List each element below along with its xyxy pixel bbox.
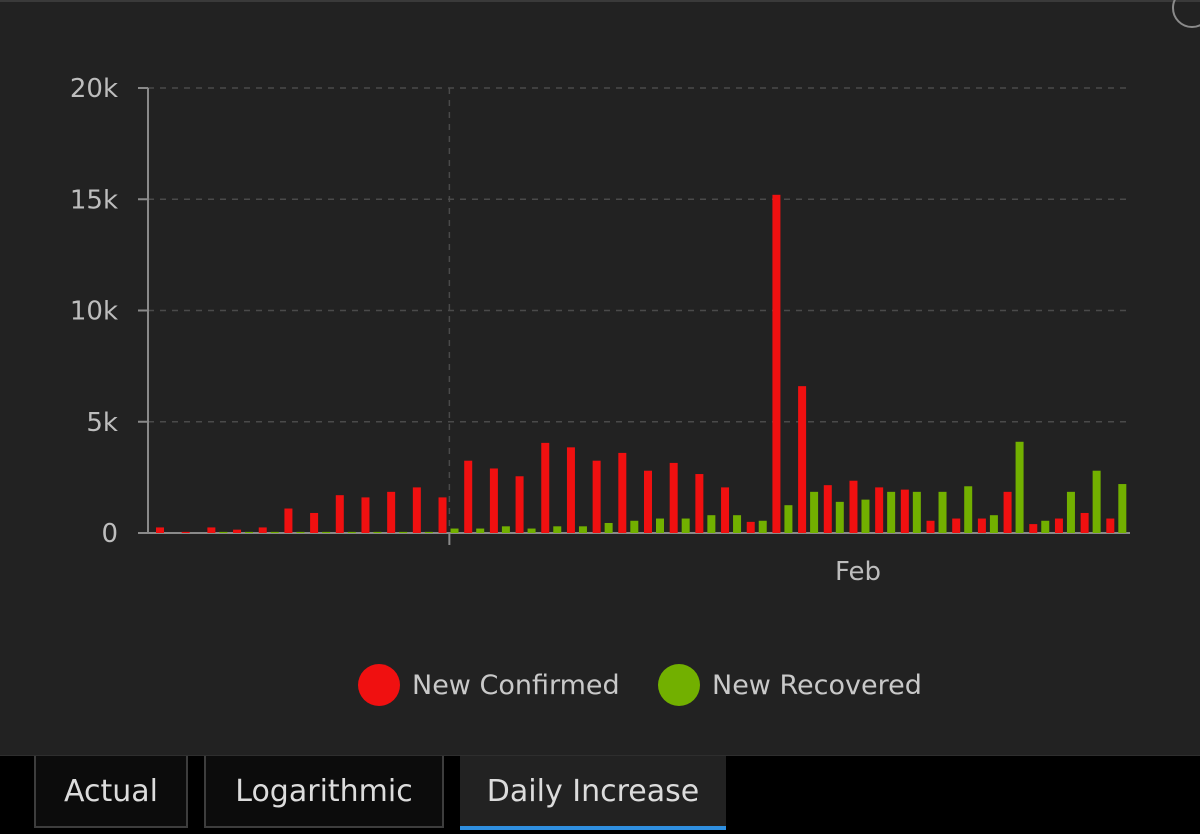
bar-new-recovered [424, 531, 433, 533]
legend-item-new-recovered[interactable]: New Recovered [658, 660, 922, 710]
y-tick-label: 5k [86, 408, 118, 438]
tick-labels: 0 5k 10k 15k 20k Feb [70, 74, 881, 587]
bar-new-confirmed [772, 194, 781, 534]
bar-new-confirmed [721, 487, 730, 533]
bar-new-confirmed [566, 447, 575, 533]
bar-new-confirmed [926, 520, 935, 533]
bar-new-confirmed [361, 497, 370, 533]
bars [156, 194, 1127, 534]
bar-new-recovered [1092, 470, 1101, 533]
bar-new-recovered [219, 531, 228, 533]
bar-new-confirmed [284, 508, 293, 533]
bar-new-recovered [604, 522, 613, 533]
bar-new-recovered [707, 515, 716, 533]
legend-label-new-confirmed: New Confirmed [412, 669, 620, 701]
grid [148, 87, 1130, 533]
bar-new-recovered [810, 491, 819, 533]
bar-new-confirmed [387, 491, 396, 533]
bar-new-recovered [964, 486, 973, 533]
bar-new-recovered [270, 531, 279, 533]
bar-new-confirmed [1106, 518, 1115, 533]
bar-new-recovered [989, 515, 998, 533]
bar-new-confirmed [489, 468, 498, 533]
bar-new-confirmed [618, 452, 627, 533]
bar-new-recovered [912, 491, 921, 533]
expand-icon[interactable] [1172, 0, 1200, 28]
bar-new-recovered [758, 520, 767, 533]
bar-new-confirmed [1080, 512, 1089, 533]
bar-new-confirmed [438, 497, 447, 533]
tab-daily-increase[interactable]: Daily Increase [460, 756, 726, 830]
bar-new-confirmed [644, 470, 652, 533]
bar-new-recovered [681, 518, 690, 533]
bar-new-confirmed [181, 531, 190, 533]
tab-bar: Actual Logarithmic Daily Increase [0, 756, 1200, 834]
bar-new-confirmed [798, 386, 807, 533]
y-tick-label: 10k [70, 297, 118, 327]
bar-new-recovered [630, 520, 639, 533]
bar-new-recovered [835, 501, 844, 533]
new-recovered-swatch [658, 664, 700, 706]
y-tick-label: 0 [101, 519, 118, 549]
bar-new-confirmed [515, 476, 524, 533]
tab-logarithmic[interactable]: Logarithmic [204, 756, 444, 828]
bar-new-recovered [501, 526, 510, 533]
bar-new-recovered [784, 505, 793, 533]
bar-new-confirmed [952, 518, 961, 533]
bar-new-recovered [527, 528, 536, 533]
bar-new-confirmed [412, 487, 421, 533]
y-tick-label: 15k [70, 185, 118, 215]
bar-new-confirmed [977, 518, 986, 533]
bar-new-recovered [450, 528, 459, 533]
bar-new-recovered [1041, 520, 1050, 533]
bar-new-recovered [1066, 491, 1075, 533]
bar-new-recovered [1118, 484, 1127, 533]
bar-new-recovered [938, 491, 947, 533]
x-tick-label: Feb [835, 557, 881, 587]
legend: New Confirmed New Recovered [0, 660, 1200, 710]
bar-new-confirmed [335, 495, 344, 533]
y-tick-label: 20k [70, 74, 118, 104]
bar-new-recovered [553, 526, 562, 533]
bar-new-recovered [656, 518, 664, 533]
bar-new-recovered [399, 531, 408, 533]
bar-new-recovered [733, 515, 742, 533]
bar-new-confirmed [233, 529, 242, 533]
bar-new-confirmed [207, 527, 216, 533]
bar-new-recovered [1015, 441, 1024, 533]
bar-new-recovered [476, 528, 485, 533]
bar-new-recovered [861, 499, 870, 533]
bar-new-recovered [887, 491, 896, 533]
bar-new-recovered [373, 531, 382, 533]
new-confirmed-swatch [358, 664, 400, 706]
bar-new-confirmed [823, 485, 832, 533]
bar-new-confirmed [875, 487, 884, 533]
bar-new-confirmed [258, 527, 267, 533]
axes [138, 87, 1130, 545]
bar-new-recovered [245, 531, 254, 533]
bar-new-confirmed [695, 474, 704, 533]
bar-new-confirmed [669, 462, 678, 533]
daily-increase-chart: 0 5k 10k 15k 20k Feb [70, 74, 1130, 587]
tab-actual[interactable]: Actual [34, 756, 188, 828]
bar-new-confirmed [156, 527, 164, 533]
bar-new-confirmed [1054, 518, 1063, 533]
bar-new-confirmed [1003, 491, 1012, 533]
chart-panel: 0 5k 10k 15k 20k Feb New Confirmed New Recove… [0, 0, 1200, 756]
bar-new-recovered [296, 531, 305, 533]
bar-new-confirmed [900, 489, 909, 533]
bar-new-recovered [347, 531, 356, 533]
bar-new-recovered [322, 531, 331, 533]
bar-new-confirmed [592, 460, 601, 533]
bar-new-confirmed [1029, 524, 1038, 533]
legend-label-new-recovered: New Recovered [712, 669, 922, 701]
legend-item-new-confirmed[interactable]: New Confirmed [358, 660, 620, 710]
bar-new-confirmed [541, 442, 550, 533]
bar-new-confirmed [464, 460, 473, 533]
bar-new-recovered [578, 526, 587, 533]
bar-new-confirmed [849, 480, 858, 533]
bar-new-confirmed [310, 512, 319, 533]
bar-new-confirmed [746, 521, 755, 533]
